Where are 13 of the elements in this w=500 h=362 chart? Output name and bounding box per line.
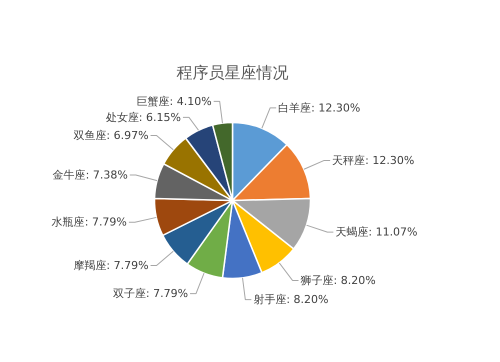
chart-title: 程序员星座情况 xyxy=(176,63,288,82)
slice-label: 天蝎座: 11.07% xyxy=(335,226,418,239)
slice-label: 金牛座: 7.38% xyxy=(52,168,128,182)
slice-label: 处女座: 6.15% xyxy=(106,110,181,124)
slice-label: 双子座: 7.79% xyxy=(112,287,188,300)
slice-label: 天秤座: 12.30% xyxy=(332,154,414,167)
slice-label: 狮子座: 8.20% xyxy=(300,274,376,287)
slice-label: 摩羯座: 7.79% xyxy=(73,259,149,272)
slice-label: 巨蟹座: 4.10% xyxy=(136,94,212,108)
slice-label: 双鱼座: 6.97% xyxy=(73,128,149,142)
slice-label: 白羊座: 12.30% xyxy=(278,101,360,114)
slice-label: 射手座: 8.20% xyxy=(253,293,328,306)
slice-label: 水瓶座: 7.79% xyxy=(52,216,127,229)
